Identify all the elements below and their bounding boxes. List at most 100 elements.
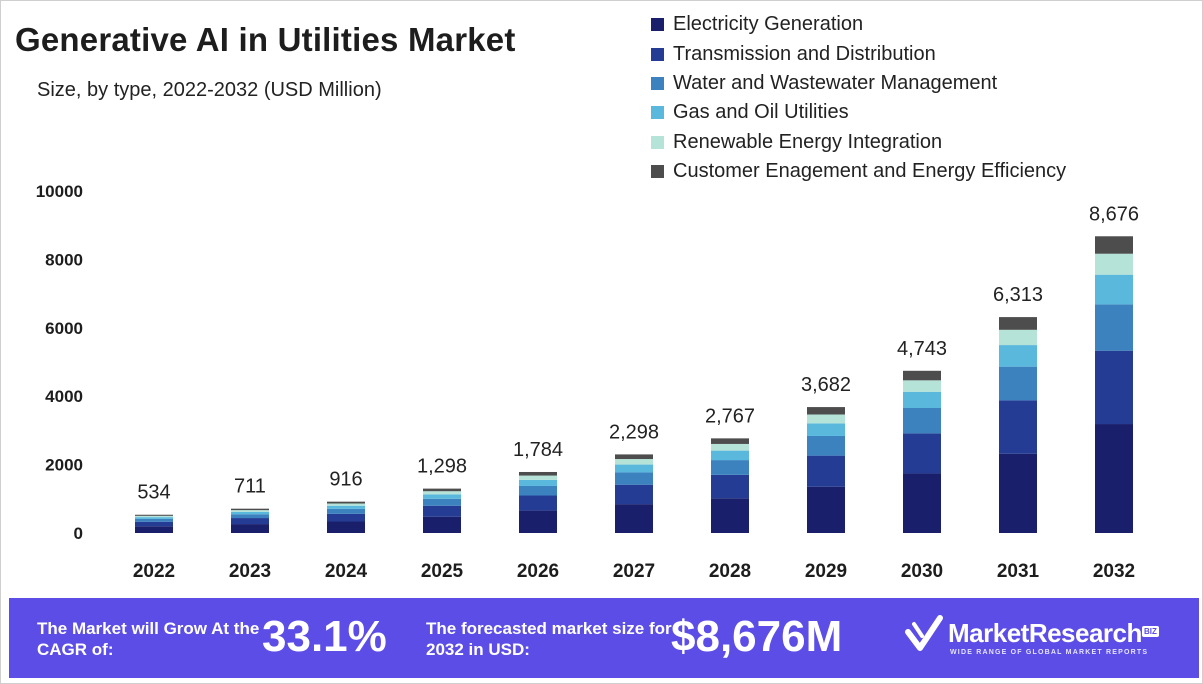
bar-segment: [423, 505, 461, 517]
brand-name: MarketResearch: [948, 618, 1142, 648]
x-tick-label: 2023: [229, 561, 271, 582]
legend-item: Renewable Energy Integration: [651, 128, 1066, 157]
x-tick-label: 2031: [997, 561, 1040, 582]
bar-segment: [1095, 236, 1133, 254]
bar-segment: [903, 380, 941, 392]
y-tick-label: 6000: [45, 319, 83, 338]
bar-segment: [711, 498, 749, 533]
legend-swatch: [651, 18, 664, 32]
bar-segment: [903, 473, 941, 533]
legend-item: Gas and Oil Utilities: [651, 98, 1066, 127]
bar-segment: [711, 438, 749, 444]
legend-swatch: [651, 47, 664, 61]
bar-total-label: 3,682: [801, 374, 851, 396]
brand-tagline: WIDE RANGE OF GLOBAL MARKET REPORTS: [950, 649, 1149, 656]
bar-segment: [903, 433, 941, 474]
bar-segment: [1095, 350, 1133, 425]
bar-segment: [519, 475, 557, 480]
bar-total-label: 6,313: [993, 284, 1043, 306]
bar-segment: [1095, 304, 1133, 351]
legend-item: Water and Wastewater Management: [651, 69, 1066, 98]
bar-segment: [327, 513, 365, 522]
bar-segment: [711, 450, 749, 461]
bar-total-label: 1,298: [417, 456, 467, 478]
bar-segment: [1095, 424, 1133, 533]
bar-segment: [231, 511, 269, 515]
bar-segment: [231, 508, 269, 511]
bar-segment: [711, 443, 749, 451]
brand-badge: BIZ: [1142, 626, 1159, 637]
bar-total-label: 916: [329, 469, 362, 491]
bar-segment: [807, 423, 845, 436]
legend-label: Electricity Generation: [673, 13, 864, 36]
bar-segment: [903, 391, 941, 408]
legend-label: Gas and Oil Utilities: [673, 101, 849, 124]
legend: Electricity Generation Transmission and D…: [651, 10, 1066, 186]
legend-item: Transmission and Distribution: [651, 39, 1066, 68]
x-tick-label: 2022: [133, 561, 175, 582]
bar-segment: [519, 471, 557, 476]
bar-segment: [711, 460, 749, 475]
bar-segment: [423, 494, 461, 499]
legend-swatch: [651, 106, 664, 120]
bar-total-label: 8,676: [1089, 203, 1139, 225]
bar-segment: [135, 521, 173, 527]
bar-segment: [135, 514, 173, 516]
bar-total-label: 2,298: [609, 421, 659, 443]
bar-segment: [135, 517, 173, 519]
bar-segment: [519, 495, 557, 511]
bar-segment: [615, 454, 653, 460]
legend-label: Customer Enagement and Energy Efficiency: [673, 160, 1067, 183]
x-tick-label: 2028: [709, 561, 751, 582]
brand-logo: MarketResearch BIZ WIDE RANGE OF GLOBAL …: [904, 612, 1194, 664]
x-tick-label: 2024: [325, 561, 368, 582]
bar-segment: [1095, 274, 1133, 305]
chart-subtitle: Size, by type, 2022-2032 (USD Million): [37, 79, 382, 101]
bar-segment: [135, 526, 173, 533]
bar-segment: [999, 366, 1037, 401]
chart-title: Generative AI in Utilities Market: [15, 21, 516, 58]
bar-segment: [519, 510, 557, 533]
bar-segment: [999, 345, 1037, 367]
bar-segment: [423, 488, 461, 492]
bar-segment: [327, 521, 365, 533]
bar-segment: [999, 400, 1037, 454]
bar-total-label: 1,784: [513, 439, 563, 461]
x-tick-label: 2026: [517, 561, 559, 582]
x-tick-label: 2027: [613, 561, 655, 582]
forecast-label: The forecasted market size for 2032 in U…: [426, 619, 672, 659]
legend-swatch: [651, 76, 664, 90]
bar-segment: [231, 524, 269, 533]
bar-segment: [327, 505, 365, 509]
bar-segment: [807, 486, 845, 533]
bar-segment: [327, 508, 365, 514]
legend-swatch: [651, 135, 664, 149]
legend-label: Transmission and Distribution: [673, 42, 936, 65]
bar-segment: [615, 504, 653, 533]
bar-total-label: 711: [234, 476, 266, 498]
y-tick-label: 2000: [45, 456, 83, 475]
bar-segment: [903, 407, 941, 434]
legend-item: Electricity Generation: [651, 10, 1066, 39]
bar-segment: [1095, 253, 1133, 275]
bar-segment: [999, 329, 1037, 346]
x-tick-label: 2025: [421, 561, 464, 582]
bar-segment: [327, 501, 365, 504]
bar-segment: [231, 514, 269, 519]
bar-segment: [711, 474, 749, 499]
bar-segment: [615, 464, 653, 473]
y-tick-label: 10000: [36, 182, 83, 201]
legend-label: Water and Wastewater Management: [673, 71, 998, 94]
x-tick-label: 2030: [901, 561, 943, 582]
bar-segment: [519, 479, 557, 486]
bar-segment: [231, 510, 269, 512]
bar-segment: [423, 498, 461, 506]
bar-segment: [327, 503, 365, 506]
bar-total-label: 534: [137, 482, 170, 504]
bar-segment: [519, 485, 557, 496]
bar-segment: [423, 516, 461, 533]
bar-segment: [423, 491, 461, 495]
bar-segment: [615, 484, 653, 505]
bar-total-label: 2,767: [705, 405, 755, 427]
bar-segment: [135, 518, 173, 522]
